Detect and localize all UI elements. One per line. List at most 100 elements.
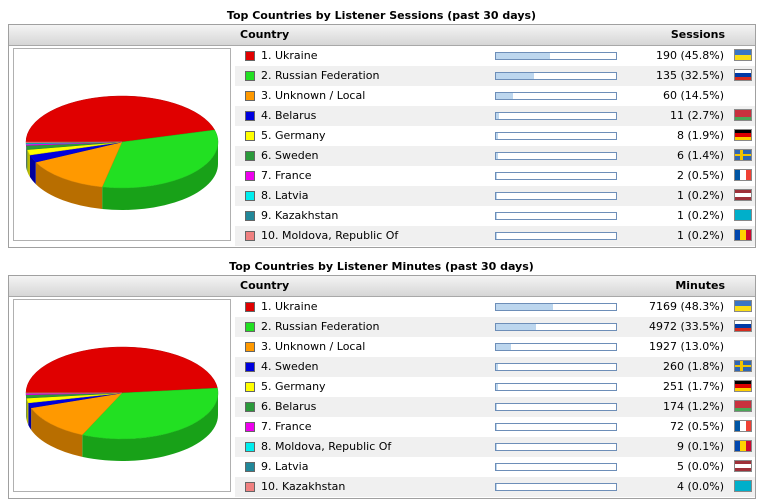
legend-swatch <box>245 482 255 492</box>
metric-value: 8 (1.9%) <box>676 129 724 142</box>
metric-value: 7169 (48.3%) <box>648 300 724 313</box>
legend-swatch <box>245 342 255 352</box>
kazakhstan-flag-icon <box>734 480 752 492</box>
germany-flag-icon <box>734 129 752 141</box>
pie-slice <box>25 95 216 143</box>
pie-chart <box>13 48 231 241</box>
panel-title: Top Countries by Listener Sessions (past… <box>226 9 537 22</box>
sweden-flag-icon <box>734 149 752 161</box>
table-row: 5. Germany 8 (1.9%) <box>235 126 755 146</box>
share-bar-fill <box>496 133 498 139</box>
legend-swatch <box>245 191 255 201</box>
country-list: 1. Ukraine 7169 (48.3%) 2. Russian Federat… <box>235 297 755 497</box>
country-name: 6. Sweden <box>261 149 319 162</box>
metric-value: 5 (0.0%) <box>676 460 724 473</box>
share-bar-fill <box>496 464 497 470</box>
country-name: 8. Moldova, Republic Of <box>261 440 392 453</box>
country-column-header: Country <box>240 279 290 292</box>
share-bar-fill <box>496 324 536 330</box>
pie-slice <box>35 141 123 188</box>
legend-swatch <box>245 362 255 372</box>
share-bar <box>495 92 617 100</box>
share-bar <box>495 383 617 391</box>
table-row: 8. Moldova, Republic Of 9 (0.1%) <box>235 437 755 457</box>
share-bar <box>495 483 617 491</box>
table-row: 1. Ukraine 7169 (48.3%) <box>235 297 755 317</box>
moldova-flag-icon <box>734 229 752 241</box>
legend-swatch <box>245 91 255 101</box>
legend-swatch <box>245 462 255 472</box>
pie-slice <box>25 141 123 143</box>
table-row: 6. Belarus 174 (1.2%) <box>235 397 755 417</box>
share-bar-fill <box>496 113 499 119</box>
pie-slice-side <box>82 393 218 461</box>
metric-value: 1 (0.2%) <box>676 209 724 222</box>
country-name: 1. Ukraine <box>261 49 318 62</box>
metric-value: 190 (45.8%) <box>655 49 724 62</box>
country-name: 1. Ukraine <box>261 300 318 313</box>
pie-slice-side <box>28 402 32 430</box>
table-row: 2. Russian Federation 4972 (33.5%) <box>235 317 755 337</box>
legend-swatch <box>245 211 255 221</box>
table-row: 3. Unknown / Local 1927 (13.0%) <box>235 337 755 357</box>
legend-swatch <box>245 131 255 141</box>
moldova-flag-icon <box>734 440 752 452</box>
sessions-column-header: Sessions <box>670 28 725 41</box>
share-bar-fill <box>496 364 498 370</box>
share-bar-fill <box>496 233 497 239</box>
table-row: 4. Belarus 11 (2.7%) <box>235 106 755 126</box>
pie-slice <box>81 387 219 440</box>
latvia-flag-icon <box>734 189 752 201</box>
country-name: 6. Belarus <box>261 400 317 413</box>
panel-title: Top Countries by Listener Minutes (past … <box>229 260 534 273</box>
share-bar <box>495 403 617 411</box>
country-name: 4. Belarus <box>261 109 317 122</box>
france-flag-icon <box>734 420 752 432</box>
legend-swatch <box>245 382 255 392</box>
germany-flag-icon <box>734 380 752 392</box>
share-bar-fill <box>496 93 513 99</box>
legend-swatch <box>245 302 255 312</box>
legend-swatch <box>245 151 255 161</box>
pie-slice <box>30 392 123 436</box>
share-bar-fill <box>496 424 497 430</box>
share-bar <box>495 212 617 220</box>
legend-swatch <box>245 322 255 332</box>
metric-value: 135 (32.5%) <box>655 69 724 82</box>
pie-slice-side <box>26 145 28 172</box>
country-list: 1. Ukraine 190 (45.8%) 2. Russian Federati… <box>235 46 755 246</box>
legend-swatch <box>245 71 255 81</box>
share-bar <box>495 52 617 60</box>
legend-swatch <box>245 231 255 241</box>
share-bar <box>495 303 617 311</box>
country-name: 2. Russian Federation <box>261 69 380 82</box>
share-bar <box>495 72 617 80</box>
country-name: 3. Unknown / Local <box>261 89 366 102</box>
metric-value: 174 (1.2%) <box>662 400 724 413</box>
table-row: 10. Kazakhstan 4 (0.0%) <box>235 477 755 497</box>
table-header: Country Sessions <box>9 25 755 46</box>
share-bar <box>495 172 617 180</box>
metric-value: 60 (14.5%) <box>662 89 724 102</box>
table-row: 4. Sweden 260 (1.8%) <box>235 357 755 377</box>
metric-value: 251 (1.7%) <box>662 380 724 393</box>
minutes-table: Country Minutes 1. Ukraine 7169 (48.3%) 2.… <box>8 275 756 499</box>
share-bar <box>495 323 617 331</box>
country-name: 4. Sweden <box>261 360 319 373</box>
country-column-header: Country <box>240 28 290 41</box>
metric-value: 260 (1.8%) <box>662 360 724 373</box>
metric-value: 1927 (13.0%) <box>648 340 724 353</box>
latvia-flag-icon <box>734 460 752 472</box>
share-bar-fill <box>496 444 497 450</box>
metric-value: 4 (0.0%) <box>676 480 724 493</box>
share-bar-fill <box>496 213 497 219</box>
table-row: 6. Sweden 6 (1.4%) <box>235 146 755 166</box>
minutes-column-header: Minutes <box>675 279 725 292</box>
metric-value: 72 (0.5%) <box>669 420 724 433</box>
country-name: 5. Germany <box>261 380 326 393</box>
country-name: 5. Germany <box>261 129 326 142</box>
share-bar <box>495 192 617 200</box>
table-row: 7. France 72 (0.5%) <box>235 417 755 437</box>
country-name: 7. France <box>261 420 312 433</box>
table-row: 3. Unknown / Local 60 (14.5%) <box>235 86 755 106</box>
